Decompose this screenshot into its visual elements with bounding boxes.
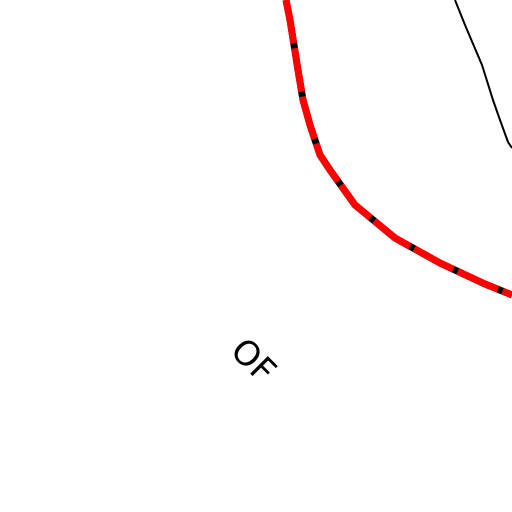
road	[454, 0, 512, 149]
boundary-line	[282, 0, 512, 299]
